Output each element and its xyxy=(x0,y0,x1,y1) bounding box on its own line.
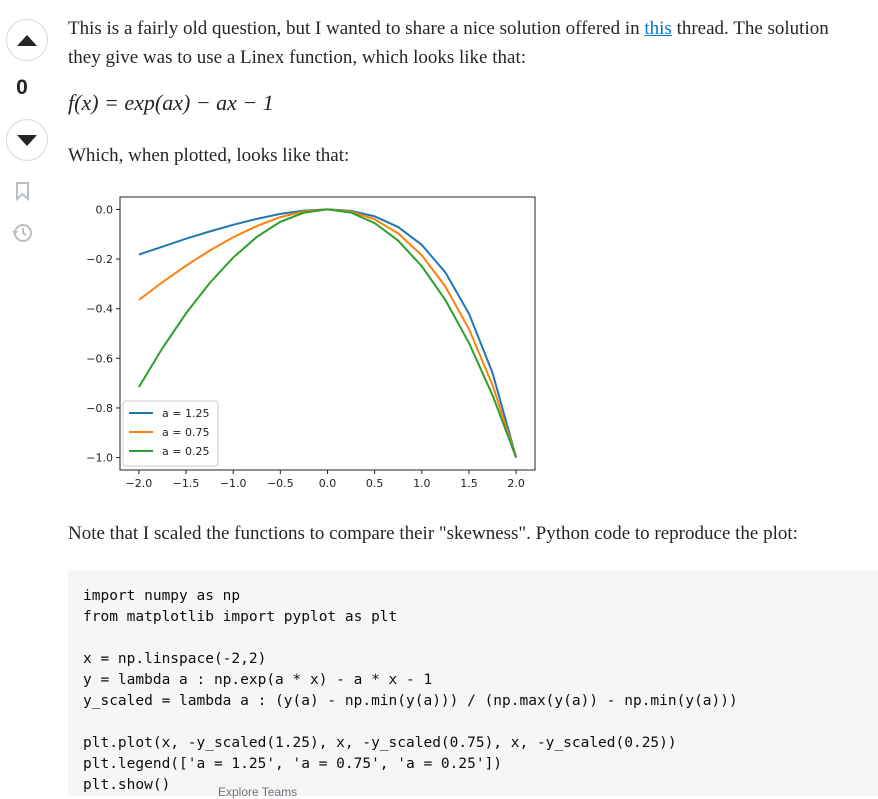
x-tick-label: 0.5 xyxy=(366,477,384,490)
y-tick-label: −0.6 xyxy=(86,352,113,365)
paragraph: Which, when plotted, looks like that: xyxy=(68,145,350,166)
code-line: y = lambda a : np.exp(a * x) - a * x - 1 xyxy=(83,672,433,688)
y-tick-label: −0.2 xyxy=(86,253,113,266)
code-line: plt.plot(x, -y_scaled(1.25), x, -y_scale… xyxy=(83,735,677,751)
text: This is a fairly old question, but I wan… xyxy=(68,18,645,39)
code-block: import numpy as np from matplotlib import… xyxy=(68,570,878,796)
plot: 0.0 −0.2 −0.4 −0.6 −0.8 −1.0 −2.0 −1.5 −1.0 −0.5 0… xyxy=(86,196,536,490)
y-tick-label: −0.4 xyxy=(86,303,113,316)
code-line: y_scaled = lambda a : (y(a) - np.min(y(a… xyxy=(83,693,738,709)
legend-box xyxy=(122,400,219,467)
y-tick-label: −1.0 xyxy=(86,452,113,465)
series-line xyxy=(138,208,518,458)
x-tick-label: −1.0 xyxy=(220,477,247,490)
x-tick-label: 1.5 xyxy=(460,477,478,490)
x-tick-label: 0.0 xyxy=(319,477,337,490)
x-tick-label: 1.0 xyxy=(413,477,431,490)
link[interactable]: this xyxy=(644,18,672,39)
down-arrow-icon xyxy=(17,135,37,146)
paragraph: Note that I scaled the functions to comp… xyxy=(68,523,798,544)
x-tick-label: 2.0 xyxy=(507,477,525,490)
formula: f(x) = exp(ax) − ax − 1 xyxy=(68,90,274,115)
legend-label: a = 1.25 xyxy=(162,407,209,420)
legend-label: a = 0.75 xyxy=(162,426,209,439)
x-tick-label: −0.5 xyxy=(267,477,294,490)
code-line: plt.legend(['a = 1.25', 'a = 0.75', 'a =… xyxy=(83,756,503,772)
x-tick-label: −1.5 xyxy=(173,477,200,490)
code-line: from matplotlib import pyplot as plt xyxy=(83,609,398,625)
x-tick-label: −2.0 xyxy=(126,477,153,490)
code-line: plt.show() xyxy=(83,777,171,793)
up-arrow-icon xyxy=(17,35,37,46)
text: thread. The solution they give was to us… xyxy=(68,18,829,68)
upvote-button[interactable] xyxy=(6,19,48,61)
intro-paragraph: This is a fairly old question, but I wan… xyxy=(68,14,838,72)
history-icon[interactable] xyxy=(11,221,35,245)
code-paragraph: import numpy as np from matplotlib import… xyxy=(83,586,878,628)
code-line: x = np.linspace(-2,2) xyxy=(83,651,267,667)
y-tick-label: −0.8 xyxy=(86,402,113,415)
downvote-button[interactable] xyxy=(6,119,48,161)
footer-text: Explore Teams xyxy=(218,785,298,799)
code-line: import numpy as np xyxy=(83,588,241,604)
bookmark-icon[interactable] xyxy=(13,181,33,201)
vote-count: 0 xyxy=(16,76,28,99)
code-paragraph: x = np.linspace(-2,2) y = lambda a : np.e… xyxy=(83,649,878,712)
code-paragraph: plt.plot(x, -y_scaled(1.25), x, -y_scale… xyxy=(83,733,878,796)
y-tick-label: 0.0 xyxy=(96,203,114,216)
legend-label: a = 0.25 xyxy=(162,445,209,458)
